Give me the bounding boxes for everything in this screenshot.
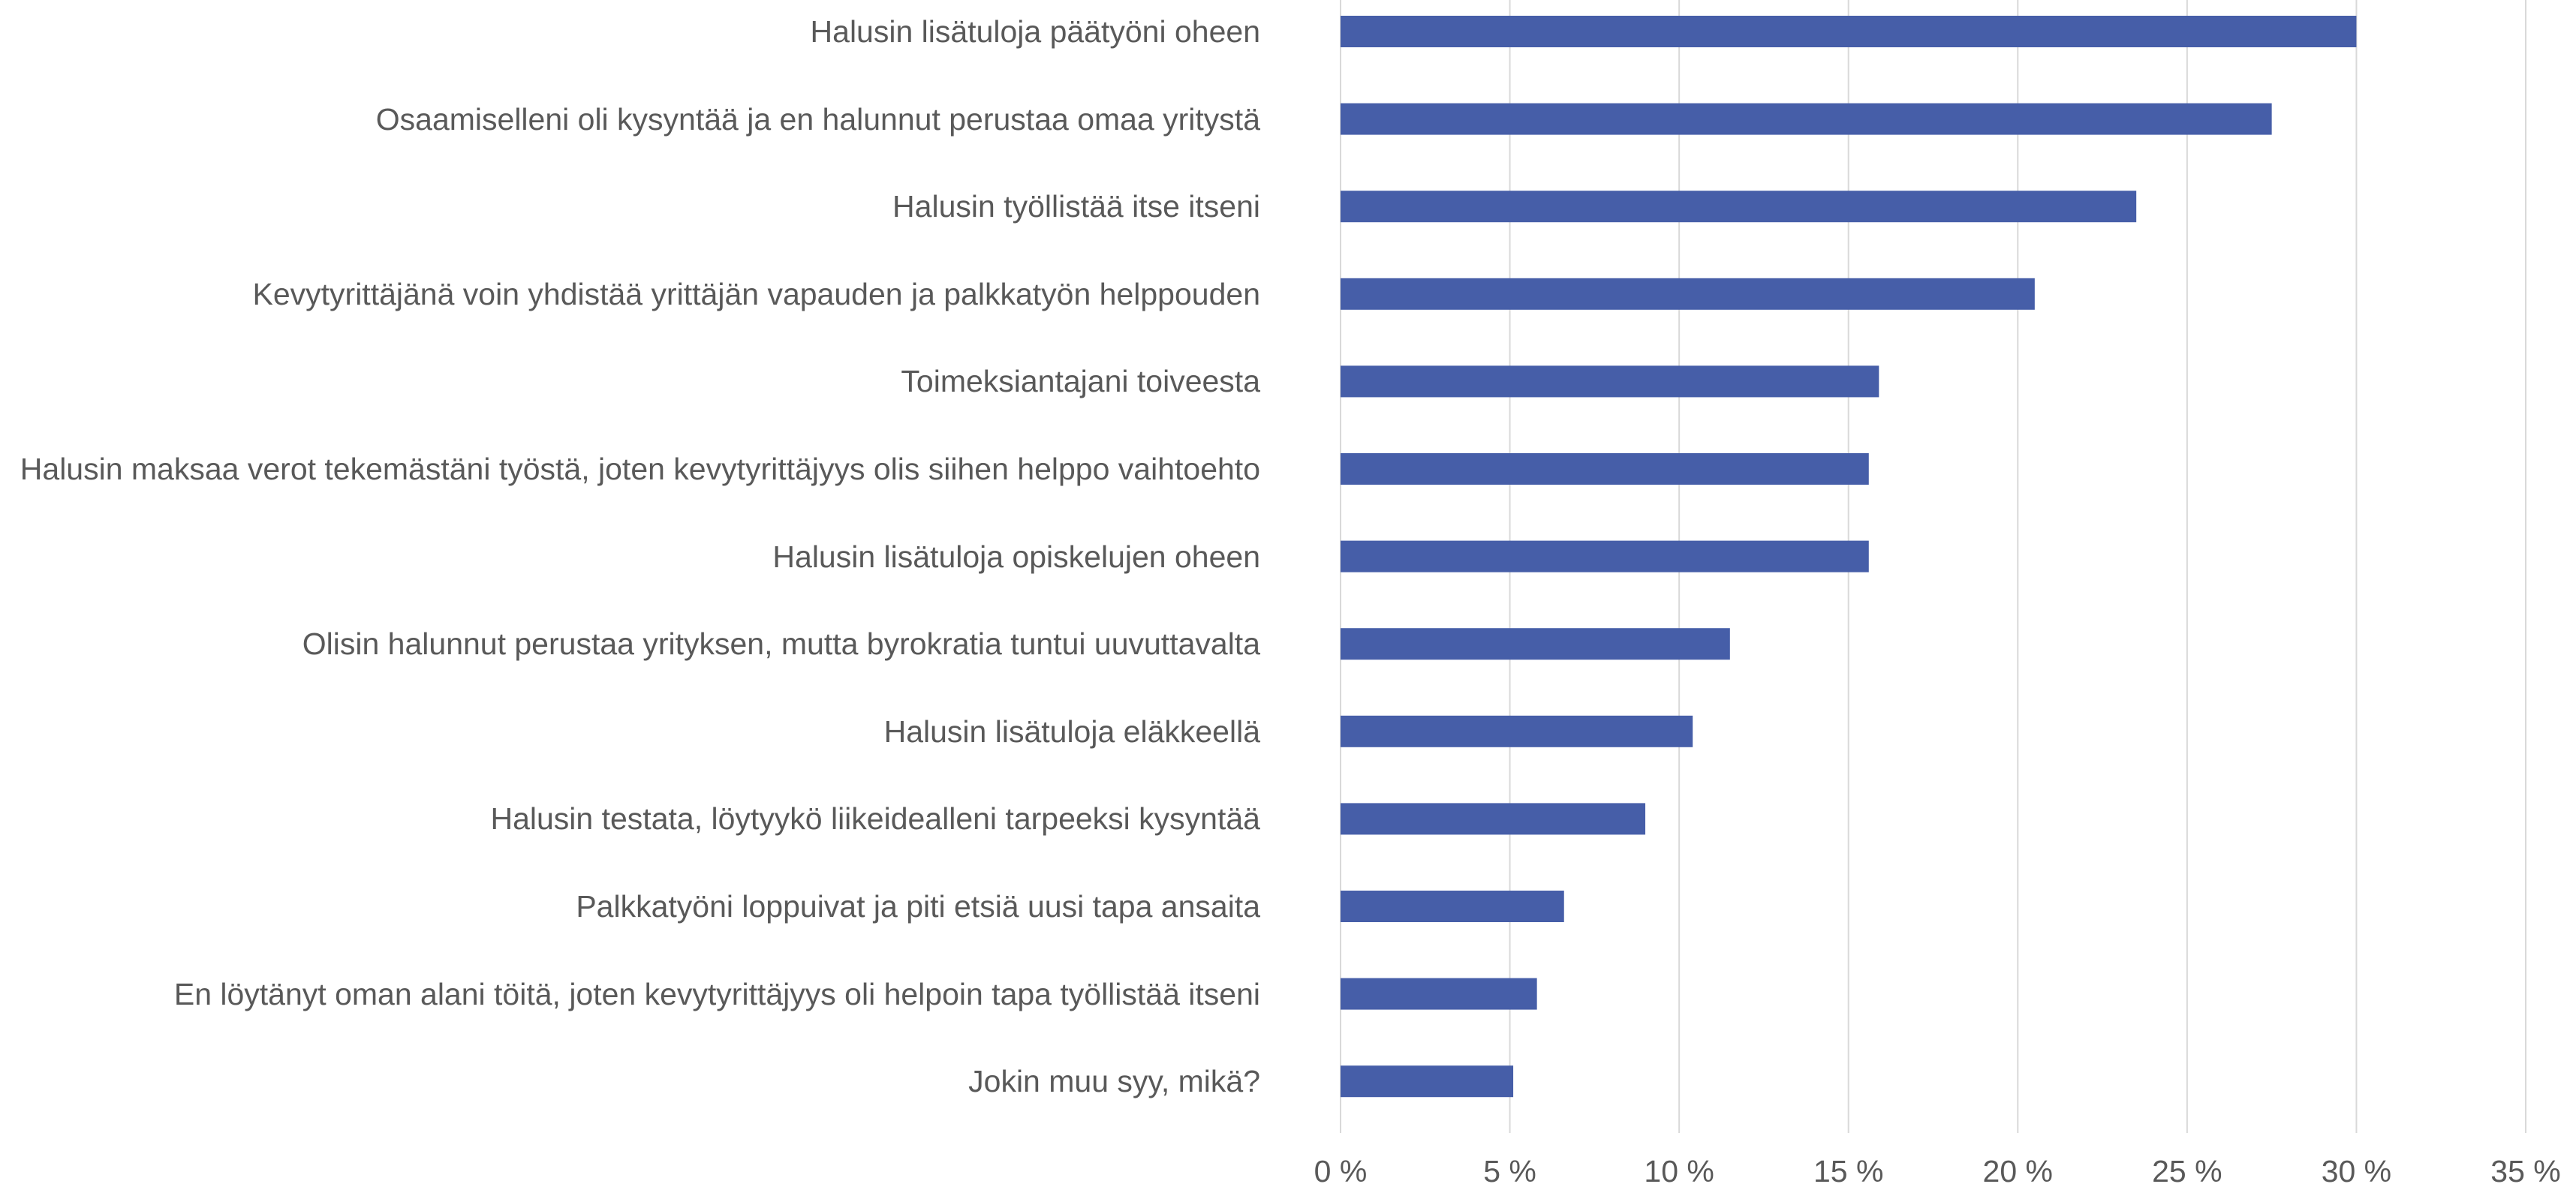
bar [1341,715,1693,747]
category-label: Halusin lisätuloja opiskelujen oheen [772,539,1260,574]
bar [1341,891,1564,922]
x-tick-label: 0 % [1314,1154,1368,1187]
category-label: Toimeksiantajani toiveesta [901,364,1260,399]
x-tick-label: 15 % [1813,1154,1883,1187]
category-label: Kevytyrittäjänä voin yhdistää yrittäjän … [252,276,1261,311]
category-label: Jokin muu syy, mikä? [968,1064,1260,1099]
bar [1341,103,2272,135]
bar [1341,803,1646,835]
bar [1341,365,1879,398]
x-tick-label: 25 % [2152,1154,2222,1187]
x-tick-label: 30 % [2322,1154,2391,1187]
category-label: Osaamiselleni oli kysyntää ja en halunnu… [375,101,1260,137]
bar [1341,978,1537,1010]
bar [1341,16,2357,47]
category-label: Halusin työllistää itse itseni [892,189,1260,224]
x-tick-label: 35 % [2490,1154,2560,1187]
bar [1341,278,2035,310]
category-label: En löytänyt oman alani töitä, joten kevy… [173,976,1260,1011]
bar [1341,540,1869,572]
category-label: Halusin lisätuloja eläkkeellä [883,714,1260,749]
category-label: Palkkatyöni loppuivat ja piti etsiä uusi… [576,889,1260,924]
x-tick-label: 5 % [1483,1154,1536,1187]
x-tick-label: 10 % [1644,1154,1714,1187]
bar [1341,453,1869,485]
category-label: Olisin halunnut perustaa yrityksen, mutt… [302,627,1260,662]
category-label: Halusin maksaa verot tekemästäni työstä,… [20,452,1260,486]
category-label: Halusin testata, löytyykö liikeidealleni… [490,801,1260,837]
bar [1341,628,1730,660]
x-tick-label: 20 % [1983,1154,2053,1187]
bar [1341,1065,1514,1098]
category-label: Halusin lisätuloja päätyöni oheen [810,14,1260,49]
bar [1341,191,2137,223]
